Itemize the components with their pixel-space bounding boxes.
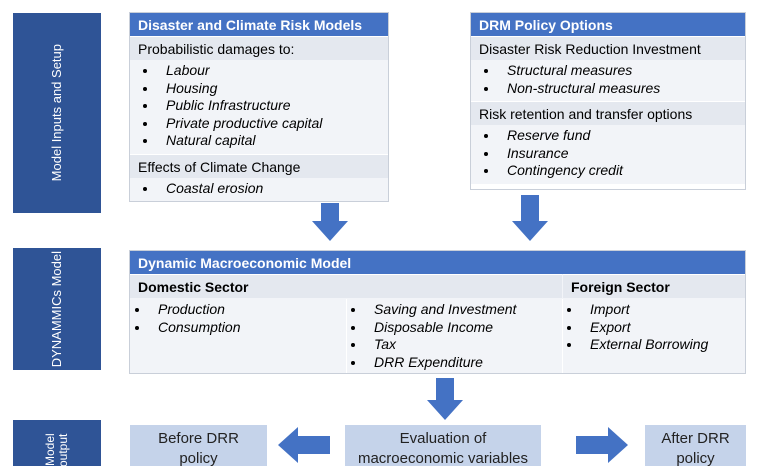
stage-text: Model Inputs and Setup <box>49 44 64 182</box>
left-arrow <box>278 427 330 463</box>
item: Labour <box>158 62 388 80</box>
section-heading: Disaster Risk Reduction Investment <box>471 36 745 60</box>
box-header: DRM Policy Options <box>471 13 745 36</box>
right-arrow <box>576 427 628 463</box>
item-list: Coastal erosion <box>130 177 388 201</box>
section-heading: Foreign Sector <box>563 274 745 298</box>
output-box: Before DRR policy <box>130 425 267 466</box>
section-heading: Effects of Climate Change <box>130 153 388 178</box>
item: Export <box>582 319 708 337</box>
column: Saving and Investment Disposable Income … <box>338 299 516 375</box>
stage-text: Model output <box>43 433 70 466</box>
item: DRR Expenditure <box>366 354 516 372</box>
item: Insurance <box>499 145 745 163</box>
item: Private productive capital <box>158 115 388 133</box>
divider <box>346 299 347 373</box>
item: Production <box>150 301 241 319</box>
output-text: After DRR policy <box>661 430 730 466</box>
item-list: Structural measures Non-structural measu… <box>471 60 745 101</box>
output-box: After DRR policy <box>645 425 746 466</box>
item: Disposable Income <box>366 319 516 337</box>
item: Contingency credit <box>499 162 745 180</box>
item-list: Saving and Investment Disposable Income … <box>338 299 516 375</box>
policy-options-box: DRM Policy Options Disaster Risk Reducti… <box>470 12 746 190</box>
down-arrow <box>512 195 548 241</box>
item-list: Import Export External Borrowing <box>554 299 708 358</box>
item-list: Production Consumption <box>122 299 241 340</box>
risk-models-box: Disaster and Climate Risk Models Probabi… <box>129 12 389 202</box>
item: Natural capital <box>158 132 388 150</box>
column: Import Export External Borrowing <box>554 299 708 358</box>
item: Non-structural measures <box>499 80 745 98</box>
item: Structural measures <box>499 62 745 80</box>
section-heading: Domestic Sector <box>130 274 562 298</box>
item: Coastal erosion <box>158 180 388 198</box>
item: Public Infrastructure <box>158 97 388 115</box>
stage-label: Model Inputs and Setup <box>13 13 101 213</box>
section-heading: Risk retention and transfer options <box>471 101 745 125</box>
item: Housing <box>158 80 388 98</box>
divider <box>562 299 563 373</box>
output-box: Evaluation of macroeconomic variables <box>345 425 541 466</box>
down-arrow <box>427 378 463 420</box>
item: Consumption <box>150 319 241 337</box>
item: Import <box>582 301 708 319</box>
output-text: Before DRR policy <box>158 430 239 466</box>
box-header: Disaster and Climate Risk Models <box>130 13 388 36</box>
down-arrow <box>312 203 348 241</box>
box-header: Dynamic Macroeconomic Model <box>130 251 745 274</box>
item: External Borrowing <box>582 336 708 354</box>
item-list: Reserve fund Insurance Contingency credi… <box>471 125 745 184</box>
item: Tax <box>366 336 516 354</box>
stage-text: DYNAMMICs Model <box>49 250 64 368</box>
stage-label: DYNAMMICs Model <box>13 248 101 370</box>
item: Saving and Investment <box>366 301 516 319</box>
macro-model-box: Dynamic Macroeconomic Model Domestic Sec… <box>129 250 746 374</box>
section-heading: Probabilistic damages to: <box>130 36 388 60</box>
stage-label: Model output <box>13 420 101 466</box>
column: Production Consumption <box>122 299 241 340</box>
output-text: Evaluation of macroeconomic variables <box>357 430 529 466</box>
item: Reserve fund <box>499 127 745 145</box>
item-list: Labour Housing Public Infrastructure Pri… <box>130 60 388 154</box>
